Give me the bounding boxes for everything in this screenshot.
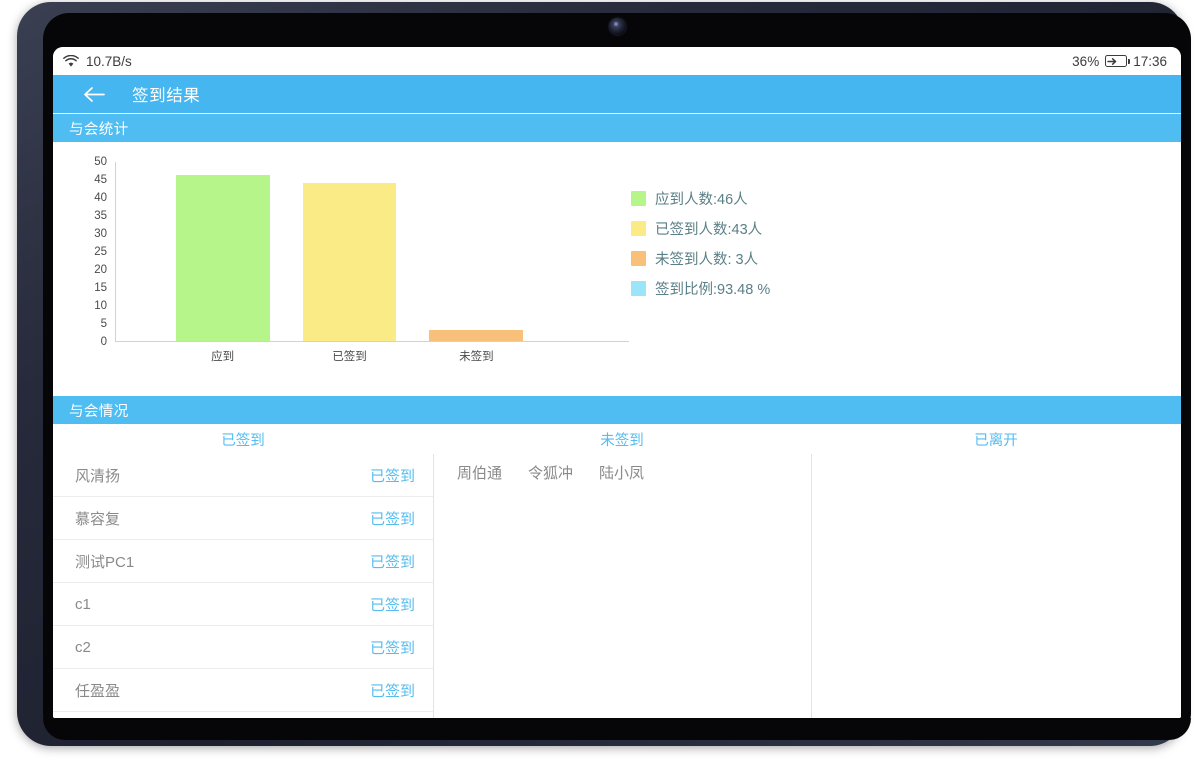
legend-color-swatch <box>631 251 646 266</box>
attendance-column-headers: 已签到 未签到 已离开 <box>53 424 1181 454</box>
status-badge: 已签到 <box>369 467 415 485</box>
front-camera-glint <box>614 22 618 26</box>
attendee-name: 慕容复 <box>75 510 121 528</box>
battery-charging-icon <box>1105 55 1131 67</box>
legend-item[interactable]: 已签到人数:43人 <box>631 218 770 239</box>
section-header-attendance: 与会情况 <box>53 395 1181 424</box>
y-axis-tick-label: 0 <box>100 336 107 348</box>
chart-plot-area: 应到 已签到 未签到 <box>115 162 629 363</box>
clock-label: 17:36 <box>1133 53 1167 69</box>
legend-label: 未签到人数: 3人 <box>655 252 759 268</box>
tablet-frame: 10.7B/s 36% 17:36 签到结果 <box>17 2 1191 746</box>
legend-label: 应到人数:46人 <box>655 192 748 208</box>
y-axis-tick-label: 40 <box>94 192 107 204</box>
status-badge: 已签到 <box>369 553 415 571</box>
status-badge: 已签到 <box>369 639 415 657</box>
x-axis-tick-label: 已签到 <box>332 351 367 363</box>
column-header-signed[interactable]: 已签到 <box>221 432 265 449</box>
table-row[interactable]: 风清扬 已签到 <box>53 454 433 497</box>
table-row[interactable]: c2 已签到 <box>53 626 433 669</box>
status-badge: 已签到 <box>369 682 415 700</box>
unsigned-list-column: 周伯通 令狐冲 陆小凤 <box>433 454 811 718</box>
device-screen: 10.7B/s 36% 17:36 签到结果 <box>53 47 1181 718</box>
status-bar-right: 36% 17:36 <box>1072 54 1167 69</box>
page-title: 签到结果 <box>132 87 201 105</box>
left-list-column <box>811 454 1181 718</box>
chart-bar[interactable] <box>429 330 524 341</box>
y-axis-tick-label: 15 <box>94 282 107 294</box>
attendee-name[interactable]: 令狐冲 <box>528 465 574 482</box>
battery-percent-label: 36% <box>1072 53 1100 69</box>
chart-bar[interactable] <box>302 182 397 341</box>
chart-bar[interactable] <box>175 175 270 341</box>
legend-color-swatch <box>631 191 646 206</box>
section-header-statistics-label: 与会统计 <box>69 121 129 138</box>
table-row[interactable]: c1 已签到 <box>53 583 433 626</box>
table-row[interactable]: 任盈盈 已签到 <box>53 669 433 712</box>
attendance-body: 风清扬 已签到 慕容复 已签到 测试PC1 已签到 c1 已签到 c2 已签到 任盈盈 已签到 周伯通… <box>53 454 1181 718</box>
status-bar: 10.7B/s 36% 17:36 <box>53 47 1181 75</box>
attendee-name: c2 <box>75 638 91 656</box>
y-axis-tick-label: 5 <box>100 318 107 330</box>
attendee-name: 风清扬 <box>75 467 121 485</box>
x-axis-tick-label: 未签到 <box>459 351 494 363</box>
bar-chart: 应到 已签到 未签到 50 45 40 35 30 25 20 15 10 5 0 <box>71 156 629 366</box>
attendee-name: 测试PC1 <box>75 553 135 571</box>
attendee-name[interactable]: 陆小凤 <box>599 465 645 482</box>
y-axis-tick-label: 10 <box>94 300 107 312</box>
attendance-chart-panel: 应到 已签到 未签到 50 45 40 35 30 25 20 15 10 5 0 应到人数:46人 已签… <box>53 142 1181 395</box>
column-divider-2 <box>811 454 812 718</box>
section-header-attendance-label: 与会情况 <box>69 403 129 420</box>
legend-item[interactable]: 应到人数:46人 <box>631 188 770 209</box>
status-badge: 已签到 <box>369 510 415 528</box>
y-axis-tick-label: 35 <box>94 210 107 222</box>
legend-item[interactable]: 签到比例:93.48 % <box>631 278 770 299</box>
unsigned-name-list: 周伯通 令狐冲 陆小凤 <box>433 454 811 483</box>
wifi-icon <box>63 54 79 68</box>
back-arrow-icon[interactable] <box>83 86 105 103</box>
y-axis-tick-label: 45 <box>94 174 107 186</box>
y-axis-tick-label: 50 <box>94 156 107 168</box>
column-header-unsigned[interactable]: 未签到 <box>600 432 644 449</box>
legend-label: 签到比例:93.48 % <box>655 282 771 298</box>
screen-bottom-bezel <box>43 718 1191 740</box>
front-camera-icon <box>609 18 626 35</box>
legend-color-swatch <box>631 221 646 236</box>
status-bar-left: 10.7B/s <box>63 54 132 69</box>
x-axis-tick-label: 应到 <box>211 351 235 363</box>
column-divider-1 <box>433 454 434 718</box>
app-bar: 签到结果 <box>53 75 1181 113</box>
network-speed-label: 10.7B/s <box>86 53 132 69</box>
table-row[interactable]: 测试PC1 已签到 <box>53 540 433 583</box>
legend-label: 已签到人数:43人 <box>655 222 763 238</box>
legend-color-swatch <box>631 281 646 296</box>
attendee-name: c1 <box>75 595 91 613</box>
attendee-name[interactable]: 周伯通 <box>457 465 503 482</box>
signed-list-column: 风清扬 已签到 慕容复 已签到 测试PC1 已签到 c1 已签到 c2 已签到 任盈盈 已签到 <box>53 454 433 718</box>
table-row[interactable]: 慕容复 已签到 <box>53 497 433 540</box>
chart-legend: 应到人数:46人 已签到人数:43人 未签到人数: 3人 签到比例:93.48 % <box>631 188 770 299</box>
section-header-statistics: 与会统计 <box>53 113 1181 142</box>
legend-item[interactable]: 未签到人数: 3人 <box>631 248 770 269</box>
column-header-left[interactable]: 已离开 <box>974 432 1018 449</box>
y-axis-tick-label: 25 <box>94 246 107 258</box>
y-axis-tick-label: 20 <box>94 264 107 276</box>
y-axis-tick-label: 30 <box>94 228 107 240</box>
attendee-name: 任盈盈 <box>75 682 121 700</box>
status-badge: 已签到 <box>369 596 415 614</box>
